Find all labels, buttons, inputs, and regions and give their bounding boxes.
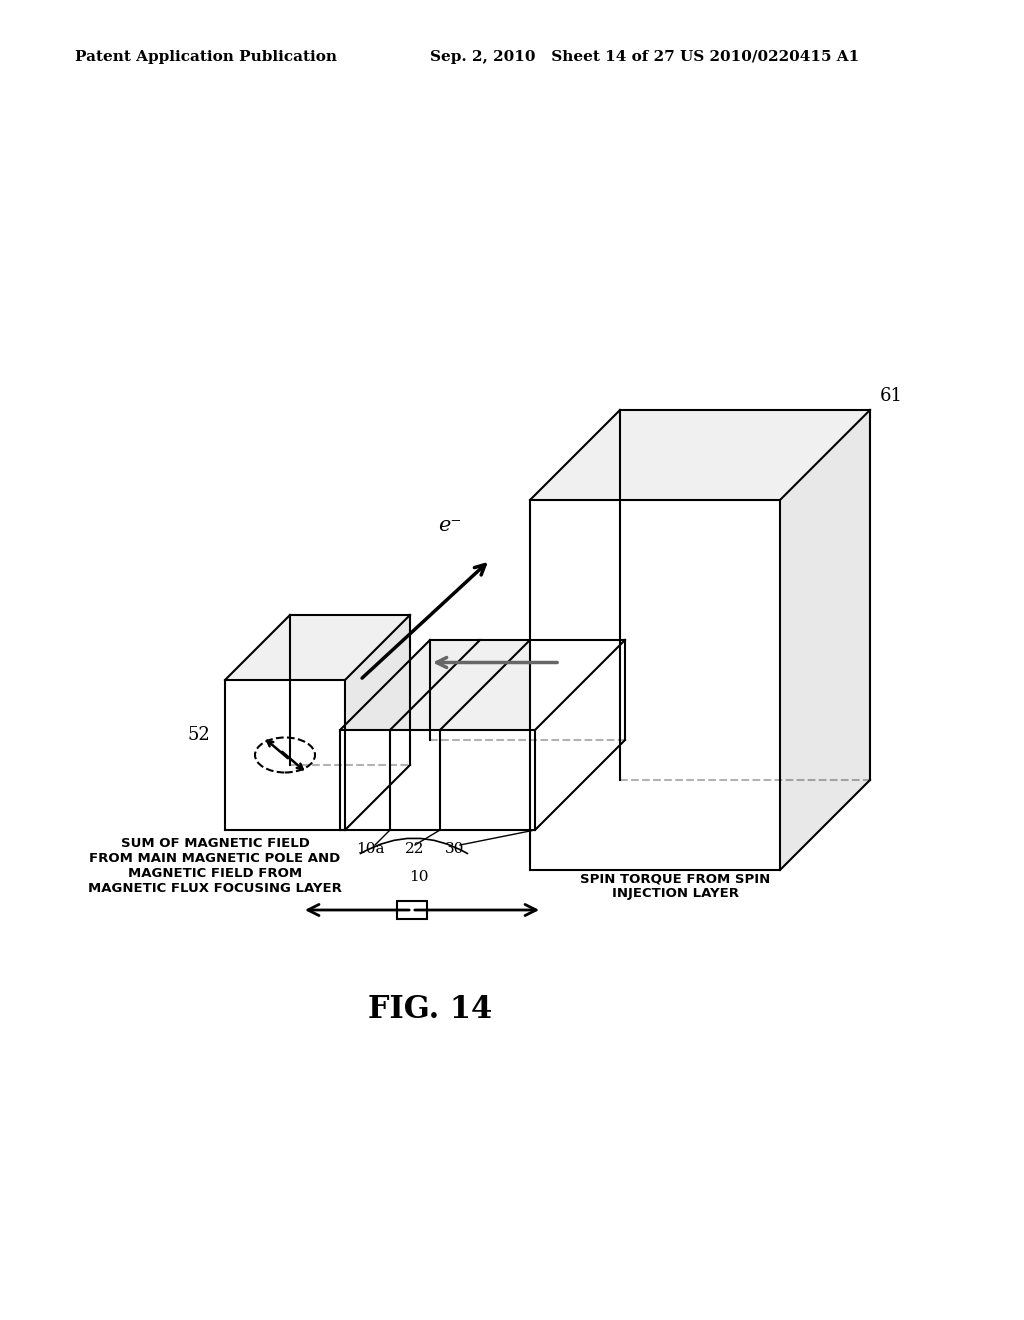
Text: SPIN TORQUE FROM SPIN
INJECTION LAYER: SPIN TORQUE FROM SPIN INJECTION LAYER bbox=[580, 873, 770, 900]
Polygon shape bbox=[345, 615, 410, 830]
Text: 10: 10 bbox=[410, 870, 429, 884]
Polygon shape bbox=[535, 640, 625, 830]
Text: 22: 22 bbox=[406, 842, 425, 855]
Text: Sep. 2, 2010   Sheet 14 of 27: Sep. 2, 2010 Sheet 14 of 27 bbox=[430, 50, 675, 63]
Polygon shape bbox=[340, 640, 625, 730]
Text: 10a: 10a bbox=[355, 842, 384, 855]
Polygon shape bbox=[530, 411, 870, 500]
Text: 61: 61 bbox=[880, 387, 903, 405]
Bar bbox=[397, 902, 427, 919]
Polygon shape bbox=[340, 730, 535, 830]
Text: e⁻: e⁻ bbox=[438, 516, 462, 535]
Polygon shape bbox=[225, 680, 345, 830]
Text: US 2010/0220415 A1: US 2010/0220415 A1 bbox=[680, 50, 859, 63]
Text: 52: 52 bbox=[187, 726, 210, 744]
Polygon shape bbox=[530, 500, 780, 870]
Text: 30: 30 bbox=[445, 842, 465, 855]
Text: SUM OF MAGNETIC FIELD
FROM MAIN MAGNETIC POLE AND
MAGNETIC FIELD FROM
MAGNETIC F: SUM OF MAGNETIC FIELD FROM MAIN MAGNETIC… bbox=[88, 837, 342, 895]
Text: FIG. 14: FIG. 14 bbox=[368, 994, 493, 1026]
Text: Patent Application Publication: Patent Application Publication bbox=[75, 50, 337, 63]
Polygon shape bbox=[225, 615, 410, 680]
Polygon shape bbox=[780, 411, 870, 870]
